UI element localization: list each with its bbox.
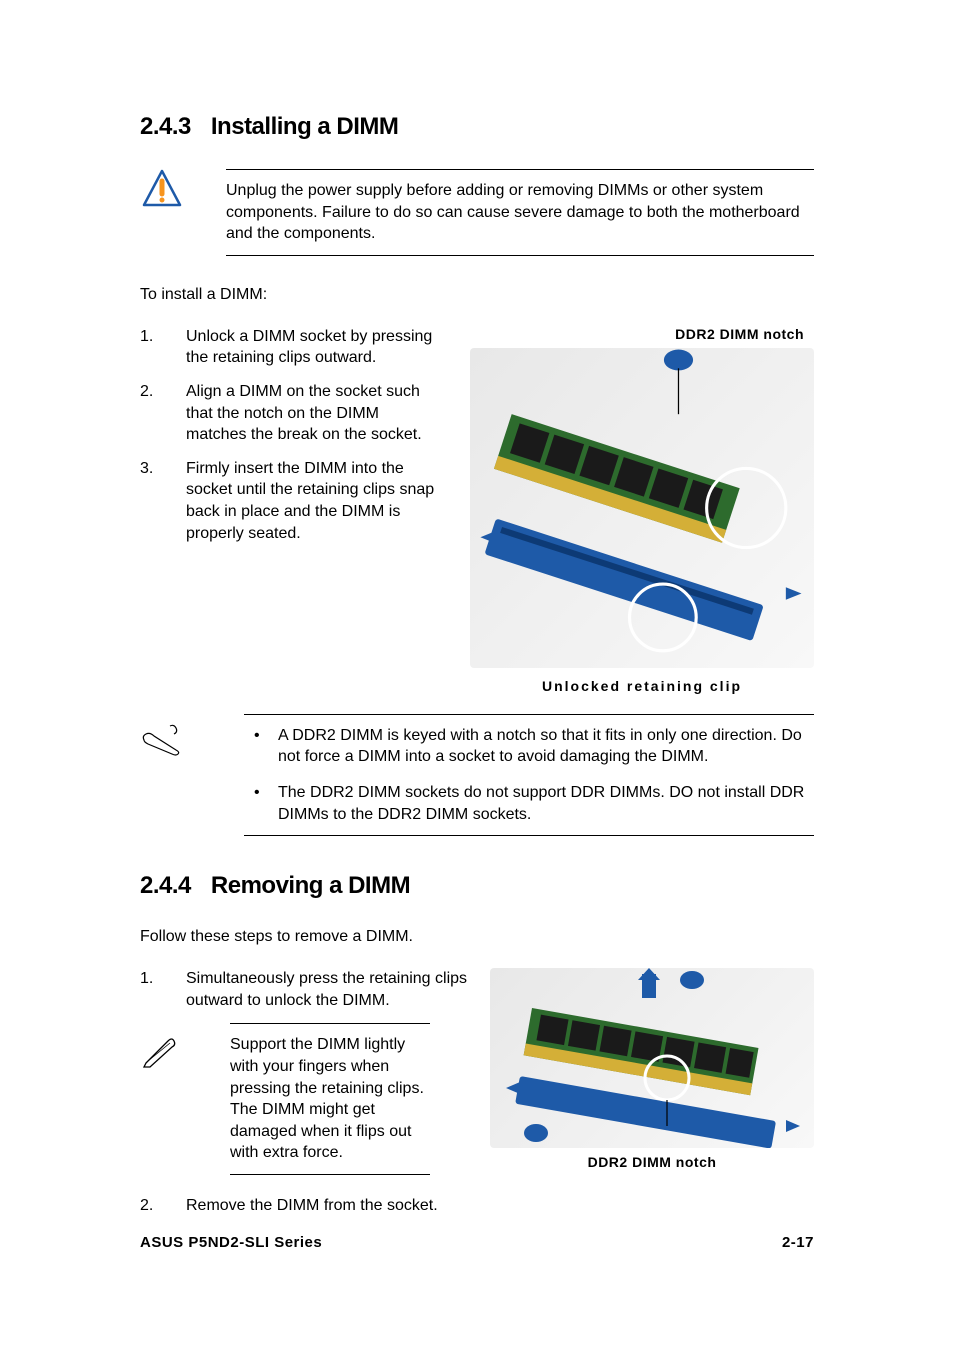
step-text: Simultaneously press the retaining clips… xyxy=(186,968,470,1011)
image-label-notch: DDR2 DIMM notch xyxy=(675,326,804,342)
bullet: • xyxy=(244,725,278,768)
step-number: 1. xyxy=(140,326,186,369)
step-text: Remove the DIMM from the socket. xyxy=(186,1195,438,1217)
warning-block: Unplug the power supply before adding or… xyxy=(140,169,814,256)
note-item: •The DDR2 DIMM sockets do not support DD… xyxy=(244,782,814,825)
remove-intro: Follow these steps to remove a DIMM. xyxy=(140,928,814,946)
install-step: 2.Align a DIMM on the socket such that t… xyxy=(140,381,440,446)
image-caption-clip: Unlocked retaining clip xyxy=(470,678,814,694)
remove-step: 1.Simultaneously press the retaining cli… xyxy=(140,968,470,1011)
section-heading-install: 2.4.3 Installing a DIMM xyxy=(140,113,814,141)
install-intro: To install a DIMM: xyxy=(140,286,814,304)
section-number: 2.4.4 xyxy=(140,872,191,899)
note-icon xyxy=(140,714,188,756)
sub-note-block: Support the DIMM lightly with your finge… xyxy=(140,1023,470,1175)
note-block: •A DDR2 DIMM is keyed with a notch so th… xyxy=(140,714,814,836)
footer-page-number: 2-17 xyxy=(782,1234,814,1251)
step-number: 2. xyxy=(140,381,186,446)
step-text: Firmly insert the DIMM into the socket u… xyxy=(186,458,440,544)
install-step: 3.Firmly insert the DIMM into the socket… xyxy=(140,458,440,544)
section-heading-remove: 2.4.4 Removing a DIMM xyxy=(140,872,814,900)
install-steps-list: 1.Unlock a DIMM socket by pressing the r… xyxy=(140,326,440,544)
step-text: Unlock a DIMM socket by pressing the ret… xyxy=(186,326,440,369)
step-number: 2. xyxy=(140,1195,186,1217)
step-text: Align a DIMM on the socket such that the… xyxy=(186,381,440,446)
section-title: Removing a DIMM xyxy=(211,872,410,899)
dimm-install-image xyxy=(470,348,814,668)
dimm-remove-image xyxy=(490,968,814,1148)
install-step: 1.Unlock a DIMM socket by pressing the r… xyxy=(140,326,440,369)
bullet: • xyxy=(244,782,278,825)
step-number: 3. xyxy=(140,458,186,544)
section-title: Installing a DIMM xyxy=(211,113,399,140)
page-footer: ASUS P5ND2-SLI Series 2-17 xyxy=(140,1234,814,1251)
warning-icon xyxy=(140,169,188,209)
footer-product: ASUS P5ND2-SLI Series xyxy=(140,1234,322,1251)
step-number: 1. xyxy=(140,968,186,1011)
section-number: 2.4.3 xyxy=(140,113,191,140)
pencil-icon xyxy=(140,1023,182,1074)
warning-text: Unplug the power supply before adding or… xyxy=(226,169,814,256)
note-item: •A DDR2 DIMM is keyed with a notch so th… xyxy=(244,725,814,768)
image-label-notch-2: DDR2 DIMM notch xyxy=(490,1154,814,1170)
note-text: A DDR2 DIMM is keyed with a notch so tha… xyxy=(278,725,814,768)
sub-note-text: Support the DIMM lightly with your finge… xyxy=(230,1023,430,1175)
remove-step: 2.Remove the DIMM from the socket. xyxy=(140,1195,814,1217)
note-text: The DDR2 DIMM sockets do not support DDR… xyxy=(278,782,814,825)
